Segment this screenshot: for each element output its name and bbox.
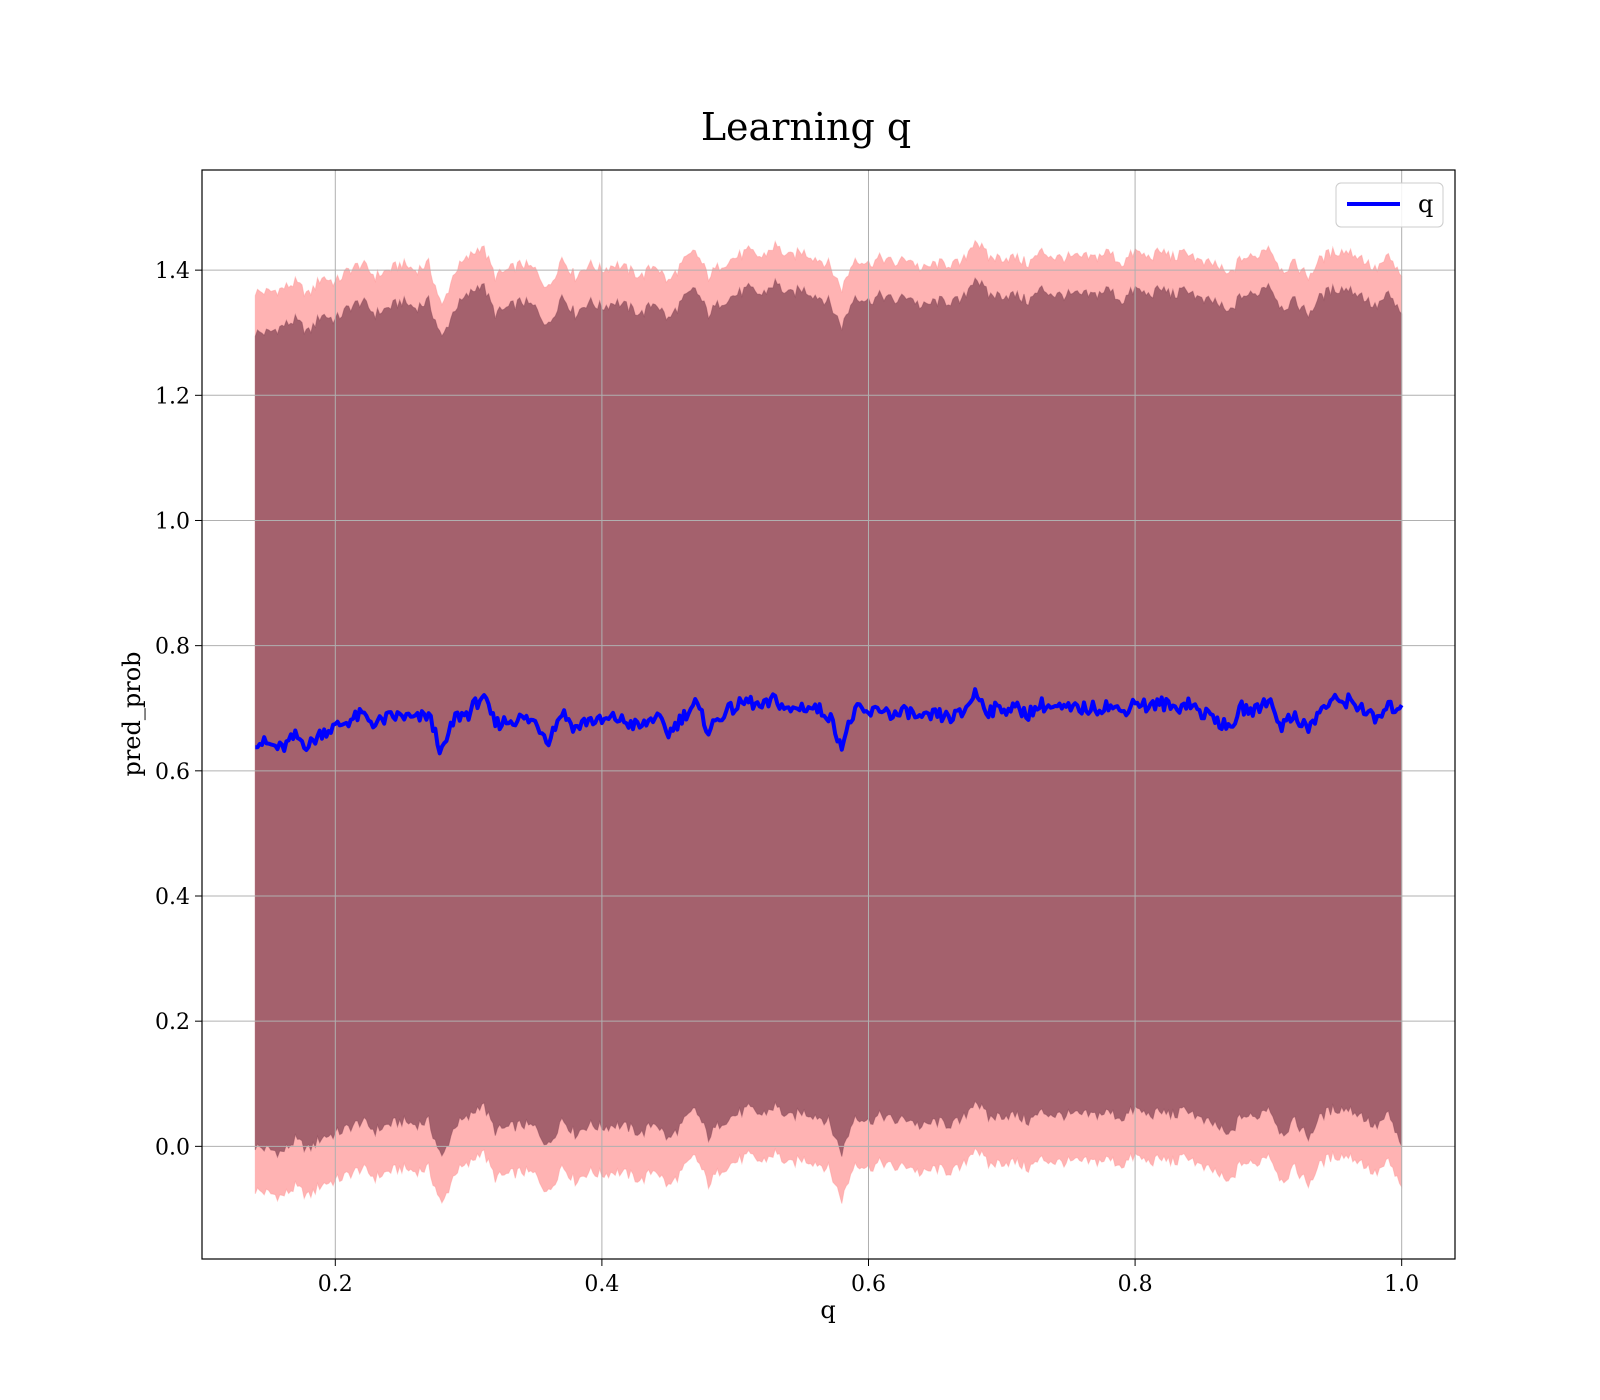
x-tick-label: 0.4 bbox=[584, 1272, 619, 1297]
y-tick-label: 0.8 bbox=[155, 635, 190, 660]
x-tick-label: 0.8 bbox=[1118, 1272, 1153, 1297]
x-tick-label: 0.2 bbox=[318, 1272, 353, 1297]
legend: q bbox=[1335, 182, 1444, 228]
y-axis-label: pred_prob bbox=[118, 651, 146, 776]
legend-label-q: q bbox=[1418, 190, 1433, 218]
x-axis-label: q bbox=[820, 1296, 835, 1324]
x-tick-label: 1.0 bbox=[1384, 1272, 1419, 1297]
y-tick-label: 0.2 bbox=[155, 1010, 190, 1035]
x-tick-label: 0.6 bbox=[851, 1272, 886, 1297]
chart-title: Learning q bbox=[701, 105, 911, 149]
series-lines bbox=[255, 687, 1404, 756]
y-tick-label: 0.4 bbox=[155, 885, 190, 910]
gridlines bbox=[202, 170, 1455, 1259]
y-tick-label: 1.2 bbox=[155, 384, 190, 409]
y-axis-ticks: 0.0 0.2 0.4 0.6 0.8 1.0 1.2 1.4 bbox=[155, 259, 202, 1160]
series-line-q bbox=[255, 687, 1404, 756]
y-tick-label: 1.4 bbox=[155, 259, 190, 284]
y-tick-label: 0.6 bbox=[155, 760, 190, 785]
y-tick-label: 1.0 bbox=[155, 509, 190, 534]
y-tick-label: 0.0 bbox=[155, 1135, 190, 1160]
x-axis-ticks: 0.2 0.4 0.6 0.8 1.0 bbox=[318, 1259, 1419, 1297]
plot-frame bbox=[201, 169, 1456, 1260]
